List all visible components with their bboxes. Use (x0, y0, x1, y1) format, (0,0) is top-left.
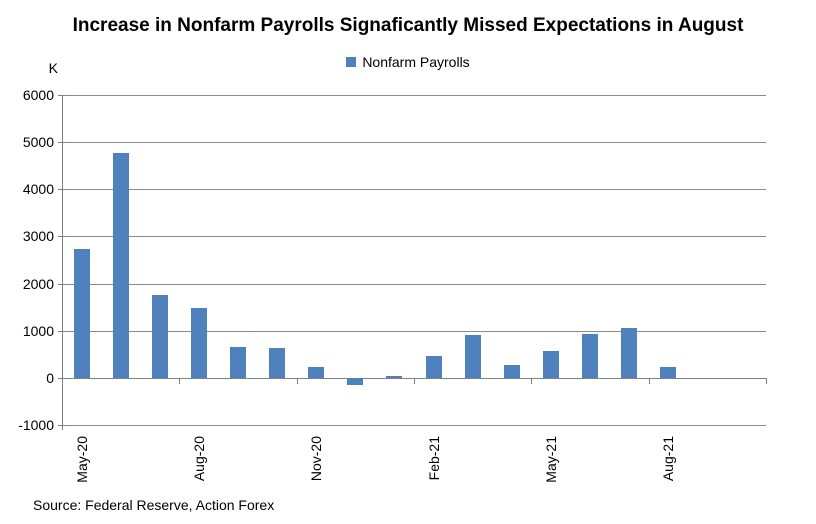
y-tick-label: -1000 (18, 417, 54, 433)
y-tick-label: 0 (46, 369, 54, 386)
x-axis-tick (296, 377, 298, 384)
y-tick-label: 3000 (22, 228, 54, 245)
bar (151, 294, 168, 378)
legend-swatch-icon (346, 57, 357, 67)
y-tick-label: 1000 (22, 322, 54, 339)
y-tick-label: 5000 (22, 134, 54, 151)
y-tick-label: 4000 (22, 181, 54, 198)
source-note: Source: Federal Reserve, Action Forex (33, 497, 275, 513)
bar (112, 152, 129, 378)
bar (542, 350, 559, 378)
bar (347, 377, 364, 386)
x-tick-label: May-20 (73, 436, 90, 483)
bar (308, 366, 325, 378)
x-axis-tick (414, 377, 415, 384)
bar (425, 355, 442, 378)
y-axis-line (62, 95, 63, 430)
x-tick-label: Aug-21 (660, 436, 677, 482)
gridline (62, 330, 766, 332)
x-tick-label: Nov-20 (308, 436, 325, 482)
x-axis-tick (531, 377, 533, 384)
gridline (62, 95, 766, 96)
x-tick-label: May-21 (542, 436, 559, 483)
bar (621, 328, 638, 378)
y-axis-unit-label: K (48, 60, 58, 76)
bar (73, 249, 90, 378)
bar (190, 307, 207, 378)
x-axis-tick (179, 377, 181, 384)
y-tick-label: 2000 (22, 275, 54, 292)
gridline (62, 425, 766, 426)
x-axis-tick (648, 377, 650, 384)
x-axis-tick (766, 377, 767, 384)
bar (503, 364, 520, 378)
bar (230, 346, 246, 378)
gridline (62, 189, 766, 191)
x-tick-label: Feb-21 (425, 436, 442, 481)
y-tick-label: 6000 (22, 87, 54, 103)
gridline (62, 283, 766, 285)
x-axis-tick (62, 377, 63, 384)
chart-title: Increase in Nonfarm Payrolls Signaficant… (72, 15, 744, 36)
bar (269, 347, 286, 378)
legend-label: Nonfarm Payrolls (362, 54, 470, 70)
x-tick-label: Aug-20 (190, 436, 207, 482)
bar (464, 334, 481, 378)
gridline (62, 236, 766, 238)
bar (660, 366, 677, 378)
bar (386, 375, 403, 378)
plot-area: -1000 0 1000 2000 3000 4000 5000 6000 May-20 Aug-… (18, 87, 767, 483)
bar (582, 333, 598, 378)
legend: Nonfarm Payrolls (0, 54, 816, 70)
gridline (62, 142, 766, 144)
